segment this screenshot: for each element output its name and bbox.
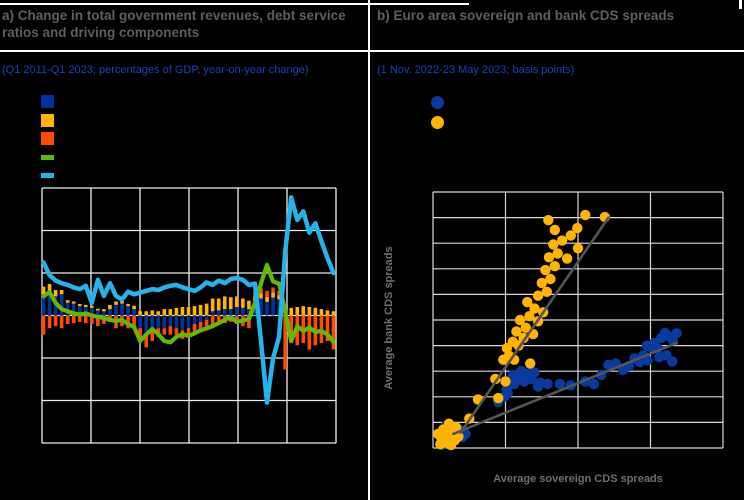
legend-a-swatch-1 (41, 113, 54, 127)
panel-a-subtitle: (Q1 2011-Q1 2023; percentages of GDP, ye… (2, 64, 309, 76)
legend-a-swatch-4 (41, 173, 54, 178)
panel-b-x-axis-label: Average sovereign CDS spreads (493, 473, 663, 485)
panel-b-title: b) Euro area sovereign and bank CDS spre… (377, 8, 675, 23)
panel-b-y-axis-label: Average bank CDS spreads (383, 246, 395, 390)
top-right-corner-tick (739, 0, 742, 9)
panel-b-chart (432, 191, 724, 451)
legend-b-swatch-1 (431, 116, 444, 129)
top-border-line (0, 2, 469, 5)
legend-b-swatch-0 (431, 96, 444, 109)
panel-b-subtitle: (1 Nov. 2022-23 May 2023; basis points) (377, 64, 575, 76)
panel-a-title: a) Change in total government revenues, … (2, 8, 346, 40)
panel-b-legend (431, 96, 444, 136)
title-underline (0, 50, 744, 52)
legend-a-swatch-0 (41, 95, 54, 108)
panel-divider-line (367, 0, 370, 500)
legend-a-swatch-2 (41, 132, 54, 145)
panel-a-chart (41, 187, 337, 444)
legend-a-swatch-3 (41, 154, 54, 160)
panel-a-legend (41, 95, 54, 188)
